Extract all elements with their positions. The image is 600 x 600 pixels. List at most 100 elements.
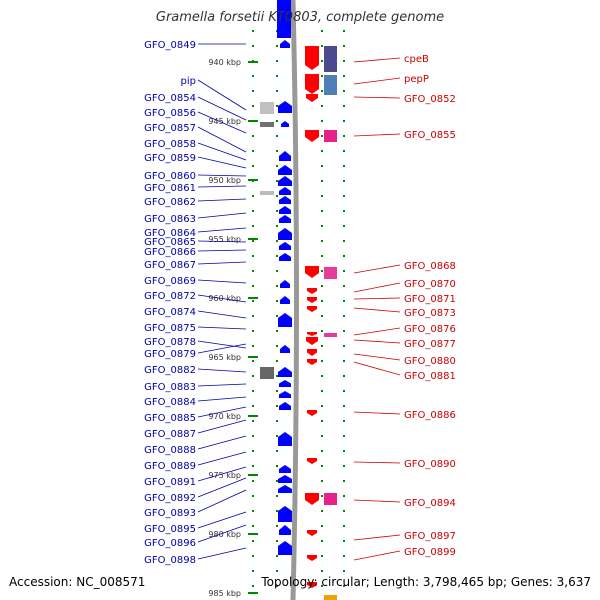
right-gene-label: pepP <box>404 74 429 85</box>
right-leader-line <box>353 77 401 85</box>
left-leader-line <box>197 174 247 177</box>
right-leader-line <box>353 411 401 415</box>
left-gene-label: GFO_0887 <box>144 429 196 440</box>
colored-feature-block <box>324 493 337 505</box>
left-leader-line <box>197 212 247 219</box>
right-gene-label: GFO_0894 <box>404 498 456 509</box>
left-leader-line <box>197 511 247 529</box>
left-gene-label: GFO_0863 <box>144 214 196 225</box>
right-gene-label: GFO_0880 <box>404 356 456 367</box>
right-leader-line <box>353 327 401 336</box>
right-gene-label: GFO_0876 <box>404 324 456 335</box>
gray-feature-block <box>260 191 274 195</box>
ruler-tick-label: 970 kbp <box>208 412 241 421</box>
left-gene-label: GFO_0885 <box>144 413 196 424</box>
colored-feature-block <box>324 75 337 95</box>
reverse-gene-arrow <box>281 121 289 127</box>
right-leader-line <box>353 96 401 99</box>
forward-gene-arrow <box>307 297 317 303</box>
forward-gene-arrow <box>305 130 319 142</box>
forward-gene-arrow <box>305 46 319 70</box>
topology-text: Topology: circular; Length: 3,798,465 bp… <box>261 575 591 589</box>
left-leader-line <box>197 524 247 543</box>
left-leader-line <box>197 451 247 466</box>
left-gene-label: GFO_0874 <box>144 307 196 318</box>
left-leader-line <box>197 326 247 330</box>
ruler-tick-label: 975 kbp <box>208 471 241 480</box>
right-leader-line <box>353 57 401 63</box>
reverse-gene-arrow <box>279 391 291 398</box>
left-leader-line <box>197 435 247 450</box>
left-gene-label: GFO_0861 <box>144 183 196 194</box>
ruler-tick-label: 945 kbp <box>208 117 241 126</box>
ruler-tick-label: 965 kbp <box>208 353 241 362</box>
left-gene-label: GFO_0892 <box>144 493 196 504</box>
right-leader-line <box>353 282 401 293</box>
ruler-tick-label: 950 kbp <box>208 176 241 185</box>
left-gene-label: GFO_0849 <box>144 40 196 51</box>
left-gene-label: GFO_0856 <box>144 108 196 119</box>
forward-gene-arrow <box>307 458 317 464</box>
left-leader-line <box>197 79 247 111</box>
forward-gene-arrow <box>305 74 319 94</box>
gray-feature-block <box>260 122 274 127</box>
right-gene-label: GFO_0855 <box>404 130 456 141</box>
left-gene-label: GFO_0866 <box>144 247 196 258</box>
right-leader-line <box>353 361 401 376</box>
right-gene-label: GFO_0871 <box>404 294 456 305</box>
right-leader-line <box>353 307 401 313</box>
right-gene-label: GFO_0897 <box>404 531 456 542</box>
right-gene-label: GFO_0852 <box>404 94 456 105</box>
left-leader-line <box>197 368 247 373</box>
forward-gene-arrow <box>305 493 319 505</box>
left-leader-line <box>197 142 247 161</box>
left-leader-line <box>197 111 247 134</box>
right-gene-label: GFO_0873 <box>404 308 456 319</box>
gene-arrows-group <box>277 0 319 588</box>
right-leader-line <box>353 534 401 541</box>
ruler-tick-label: 985 kbp <box>208 589 241 598</box>
left-gene-label: GFO_0878 <box>144 337 196 348</box>
colored-feature-block <box>324 333 337 337</box>
right-leader-line <box>353 264 401 274</box>
right-leader-line <box>353 133 401 137</box>
left-gene-label: GFO_0854 <box>144 93 196 104</box>
reverse-gene-arrow <box>278 101 292 113</box>
right-gene-label: GFO_0886 <box>404 410 456 421</box>
ruler-tick-label: 955 kbp <box>208 235 241 244</box>
left-leader-line <box>197 240 247 243</box>
right-gene-label: GFO_0881 <box>404 371 456 382</box>
left-leader-line <box>197 96 247 121</box>
left-leader-line <box>197 489 247 513</box>
forward-gene-arrow <box>306 337 318 345</box>
right-leader-line <box>353 297 401 300</box>
left-leader-line <box>197 294 247 303</box>
left-gene-label: GFO_0891 <box>144 477 196 488</box>
right-leader-line <box>353 353 401 361</box>
left-gene-label: GFO_0888 <box>144 445 196 456</box>
right-gene-label: cpeB <box>404 54 429 65</box>
feature-blocks-group <box>260 46 337 600</box>
right-leader-line <box>353 550 401 561</box>
left-gene-label: GFO_0879 <box>144 349 196 360</box>
right-gene-label: GFO_0870 <box>404 279 456 290</box>
colored-feature-block <box>324 130 337 142</box>
left-gene-label: GFO_0872 <box>144 291 196 302</box>
forward-gene-arrow <box>307 288 317 294</box>
left-leader-line <box>197 156 247 169</box>
reverse-gene-arrow <box>278 165 292 175</box>
left-leader-line <box>197 261 247 265</box>
right-leader-line <box>353 499 401 503</box>
right-gene-label: GFO_0877 <box>404 339 456 350</box>
forward-gene-arrow <box>307 582 317 588</box>
reverse-gene-arrow <box>280 296 290 304</box>
forward-gene-arrow <box>307 306 317 312</box>
reverse-gene-arrow <box>278 432 292 446</box>
right-gene-label: GFO_0899 <box>404 547 456 558</box>
left-gene-label: pip <box>181 76 196 87</box>
left-gene-label: GFO_0858 <box>144 139 196 150</box>
gray-feature-block <box>260 367 274 379</box>
forward-gene-arrow <box>305 266 319 278</box>
reverse-gene-arrow <box>278 541 292 555</box>
